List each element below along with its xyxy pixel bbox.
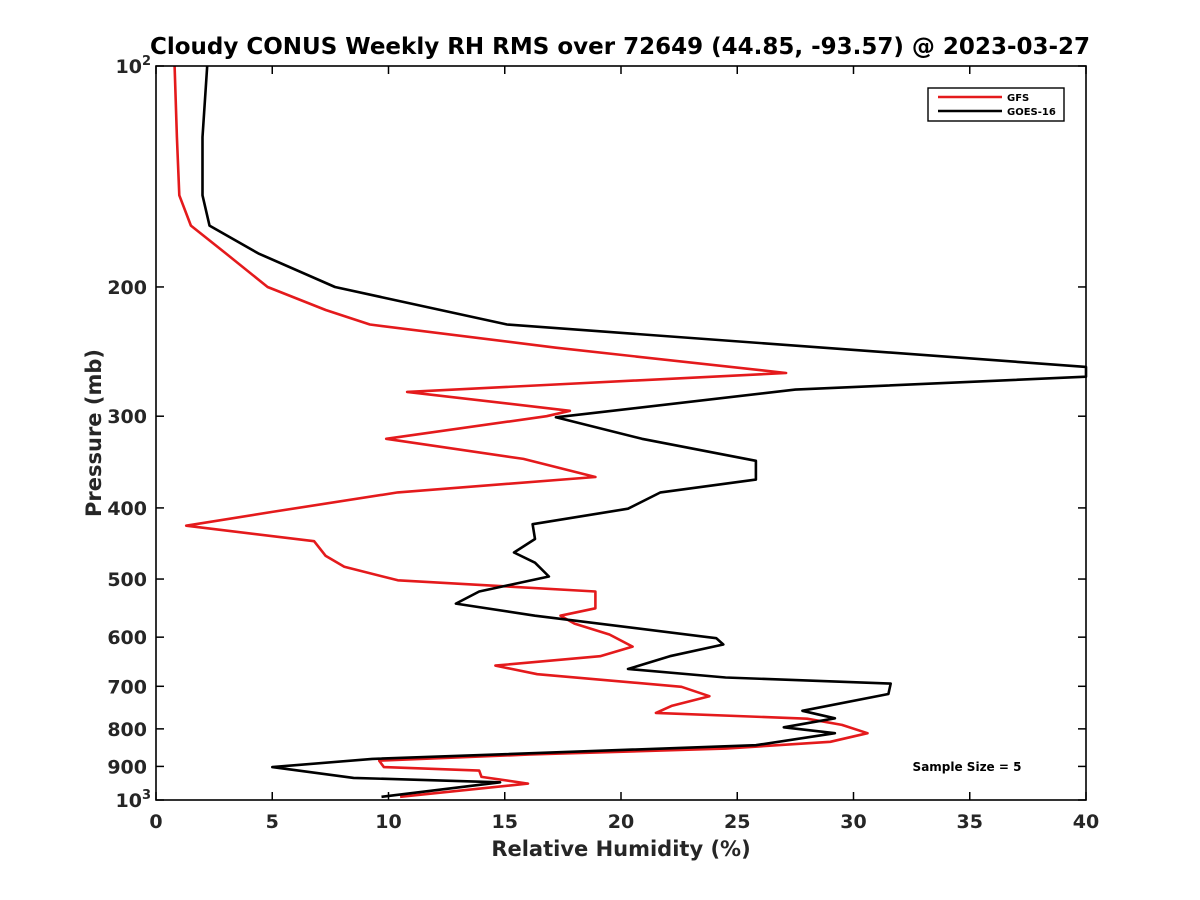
y-tick-label: 200 — [107, 277, 147, 299]
x-tick-label: 10 — [375, 811, 401, 833]
x-tick-label: 20 — [608, 811, 634, 833]
y-tick-label: 900 — [107, 756, 147, 778]
sample-size-annotation: Sample Size = 5 — [913, 760, 1022, 774]
chart-title: Cloudy CONUS Weekly RH RMS over 72649 (4… — [150, 34, 1090, 60]
x-tick-label: 35 — [957, 811, 983, 833]
x-tick-label: 25 — [724, 811, 750, 833]
axis-layer: 0 5 10 15 20 25 30 35 40 102 200 300 400 500 600 700 800… — [107, 54, 1099, 833]
series-layer — [173, 65, 1088, 799]
series-line-goes16 — [201, 65, 1088, 799]
y-axis-label: Pressure (mb) — [82, 349, 106, 517]
y-tick-label: 400 — [107, 498, 147, 520]
x-tick-label: 15 — [492, 811, 518, 833]
legend-entry-gfs: GFS — [1007, 93, 1029, 104]
y-tick-label: 800 — [107, 719, 147, 741]
legend-entry-goes16: GOES-16 — [1007, 107, 1056, 118]
y-tick-label: 300 — [107, 406, 147, 428]
x-tick-label: 0 — [149, 811, 162, 833]
y-tick-label: 600 — [107, 627, 147, 649]
y-tick-label: 700 — [107, 676, 147, 698]
x-tick-label: 40 — [1073, 811, 1099, 833]
y-tick-label: 103 — [116, 788, 152, 812]
legend-box — [927, 87, 1065, 122]
x-axis-label: Relative Humidity (%) — [491, 837, 750, 861]
series-line-gfs — [173, 65, 869, 799]
x-tick-label: 5 — [266, 811, 279, 833]
legend: GFS GOES-16 — [927, 87, 1065, 122]
x-tick-label: 30 — [840, 811, 866, 833]
y-tick-label: 500 — [107, 569, 147, 591]
y-tick-label: 102 — [116, 54, 152, 78]
